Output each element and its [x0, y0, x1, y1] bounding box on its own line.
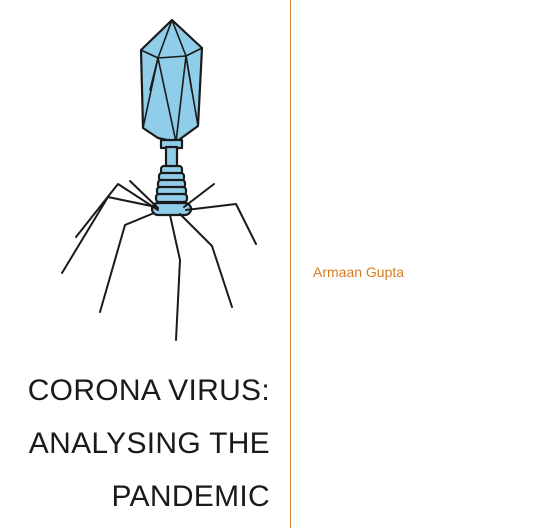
title-line-3: PANDEMIC — [111, 480, 270, 513]
vertical-divider — [290, 0, 291, 528]
title-line-2: ANALYSING THE — [28, 427, 270, 460]
title-line-1: CORONA VIRUS: — [27, 374, 270, 407]
bacteriophage-icon — [61, 18, 257, 341]
author-name: Armaan Gupta — [313, 264, 405, 280]
document-title: CORONA VIRUS: ANALYSING THE PANDEMIC — [10, 364, 270, 523]
